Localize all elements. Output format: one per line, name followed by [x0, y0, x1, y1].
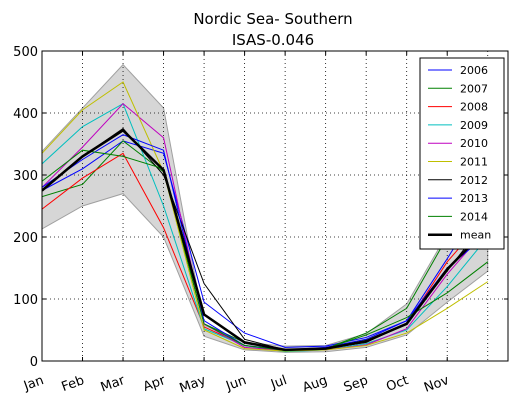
x-tick-label: Aug	[301, 373, 330, 396]
legend-label-2012: 2012	[460, 174, 488, 187]
legend-label-2009: 2009	[460, 119, 488, 132]
x-tick-label: Jan	[21, 373, 46, 394]
y-tick-label: 100	[13, 293, 38, 308]
y-tick-label: 400	[13, 107, 38, 122]
legend-label-2013: 2013	[460, 192, 488, 205]
legend-label-2007: 2007	[460, 82, 488, 95]
y-tick-label: 300	[13, 169, 38, 184]
chart-subtitle: ISAS-0.046	[232, 31, 314, 49]
legend-label-2006: 2006	[460, 64, 488, 77]
x-tick-label: Nov	[422, 373, 451, 396]
y-tick-label: 0	[30, 355, 38, 370]
series-line-2006	[42, 140, 489, 348]
x-tick-label: Apr	[141, 373, 168, 395]
plot-frame	[41, 50, 509, 362]
x-tick-label: Jun	[223, 373, 248, 394]
plot-clip-group	[42, 51, 508, 361]
legend-label-2011: 2011	[460, 156, 488, 169]
series-line-2011	[42, 81, 489, 352]
legend: 2006 2007 2008 2009 2010 2011 2012 2013 2014 mean	[419, 57, 505, 250]
x-tick-label: Oct	[384, 373, 410, 395]
chart-title: Nordic Sea- Southern	[193, 10, 352, 28]
legend-label-mean: mean	[460, 229, 491, 242]
x-tick-label: Feb	[60, 373, 87, 395]
plot-area: Jan Feb Mar Apr May Jun Jul Aug Sep Oct Nov 0 100 200…	[13, 45, 509, 396]
y-tick-label: 500	[13, 45, 38, 60]
x-tick-label: May	[178, 373, 209, 396]
series-line-2010	[42, 103, 489, 351]
legend-label-2008: 2008	[460, 101, 488, 114]
x-tick-label: Sep	[342, 373, 370, 395]
x-tick-label: Mar	[99, 373, 128, 396]
x-tick-label: Jul	[268, 373, 289, 393]
y-tick-label: 200	[13, 231, 38, 246]
legend-box	[419, 57, 505, 250]
legend-label-2010: 2010	[460, 137, 488, 150]
series-line-mean	[42, 128, 489, 352]
legend-label-2014: 2014	[460, 210, 488, 223]
